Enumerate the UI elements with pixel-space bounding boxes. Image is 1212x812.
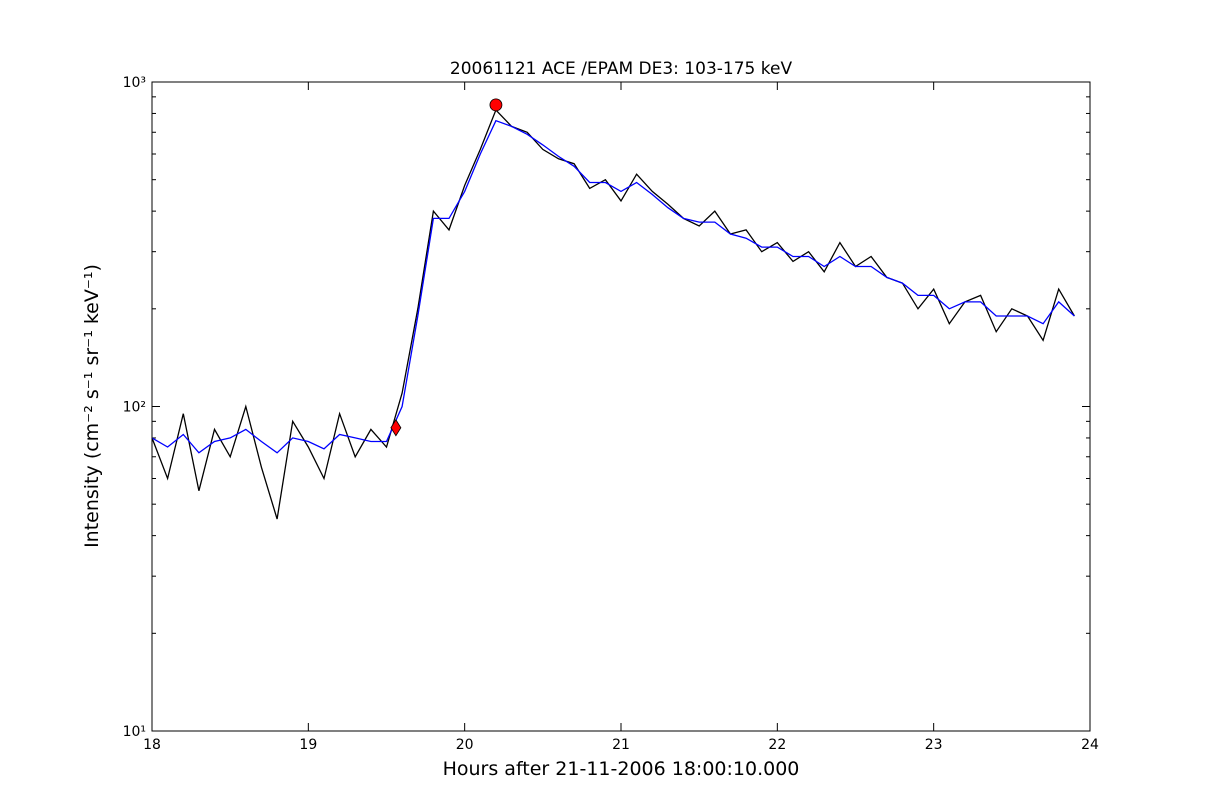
x-tick-label: 20 xyxy=(456,737,474,753)
x-tick-label: 23 xyxy=(925,737,943,753)
y-tick-label: 10³ xyxy=(123,75,146,91)
y-axis-label: Intensity (cm⁻² s⁻¹ sr⁻¹ keV⁻¹) xyxy=(81,264,103,548)
x-tick-label: 19 xyxy=(299,737,317,753)
x-tick-label: 21 xyxy=(612,737,630,753)
plot-frame xyxy=(151,81,1091,732)
x-tick-label: 24 xyxy=(1081,737,1099,753)
x-tick-label: 18 xyxy=(143,737,161,753)
x-axis-label: Hours after 21-11-2006 18:00:10.000 xyxy=(443,758,800,780)
y-tick-label: 10² xyxy=(123,400,146,416)
chart-title: 20061121 ACE /EPAM DE3: 103-175 keV xyxy=(450,59,793,79)
series-line xyxy=(151,119,1075,454)
x-tick-label: 22 xyxy=(768,737,786,753)
y-tick-label: 10¹ xyxy=(123,724,146,740)
marker xyxy=(489,98,503,112)
marker xyxy=(390,419,402,437)
series-line xyxy=(151,108,1075,520)
